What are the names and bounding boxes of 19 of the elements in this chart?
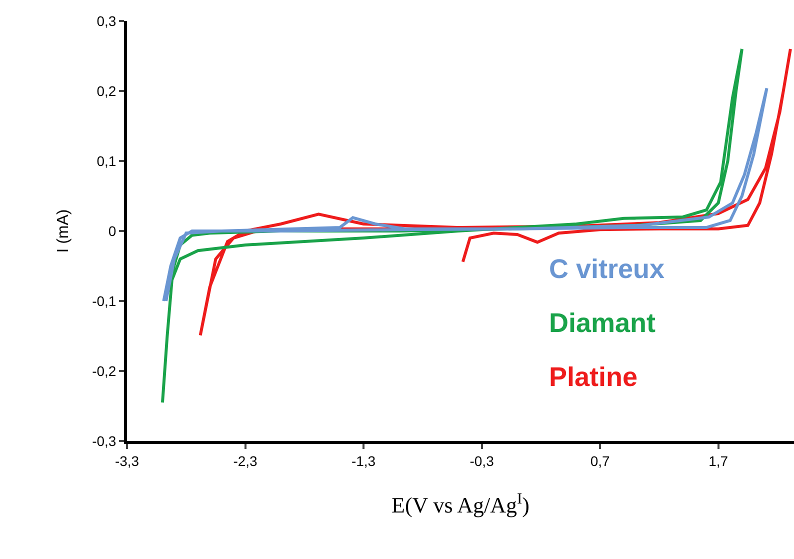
y-tick-label: -0,3	[92, 432, 116, 449]
x-tick-label: -3,3	[114, 452, 140, 469]
y-tick-label: -0,2	[92, 362, 116, 379]
x-tick-label: -1,3	[351, 452, 376, 469]
y-axis-title: I (mA)	[54, 209, 72, 253]
x-tick-label: -0,3	[470, 452, 494, 469]
y-tick-label: 0,1	[96, 152, 116, 169]
y-tick-label: -0,1	[92, 292, 116, 309]
y-tick-label: 0	[108, 222, 116, 239]
x-tick-label: 0,7	[590, 452, 610, 469]
series-label: C vitreux	[549, 254, 665, 284]
text: Diamant	[549, 308, 656, 338]
x-tick-label: 1,7	[708, 452, 728, 469]
y-tick-label: 0,3	[96, 12, 116, 29]
x-axis-title: E(V vs Ag/Ag$^{I}$)	[392, 490, 530, 518]
y-tick-label: 0,2	[96, 82, 116, 99]
x-tick-label: -2,3	[233, 452, 258, 469]
line-series	[162, 86, 768, 302]
text: Platine	[549, 362, 638, 392]
